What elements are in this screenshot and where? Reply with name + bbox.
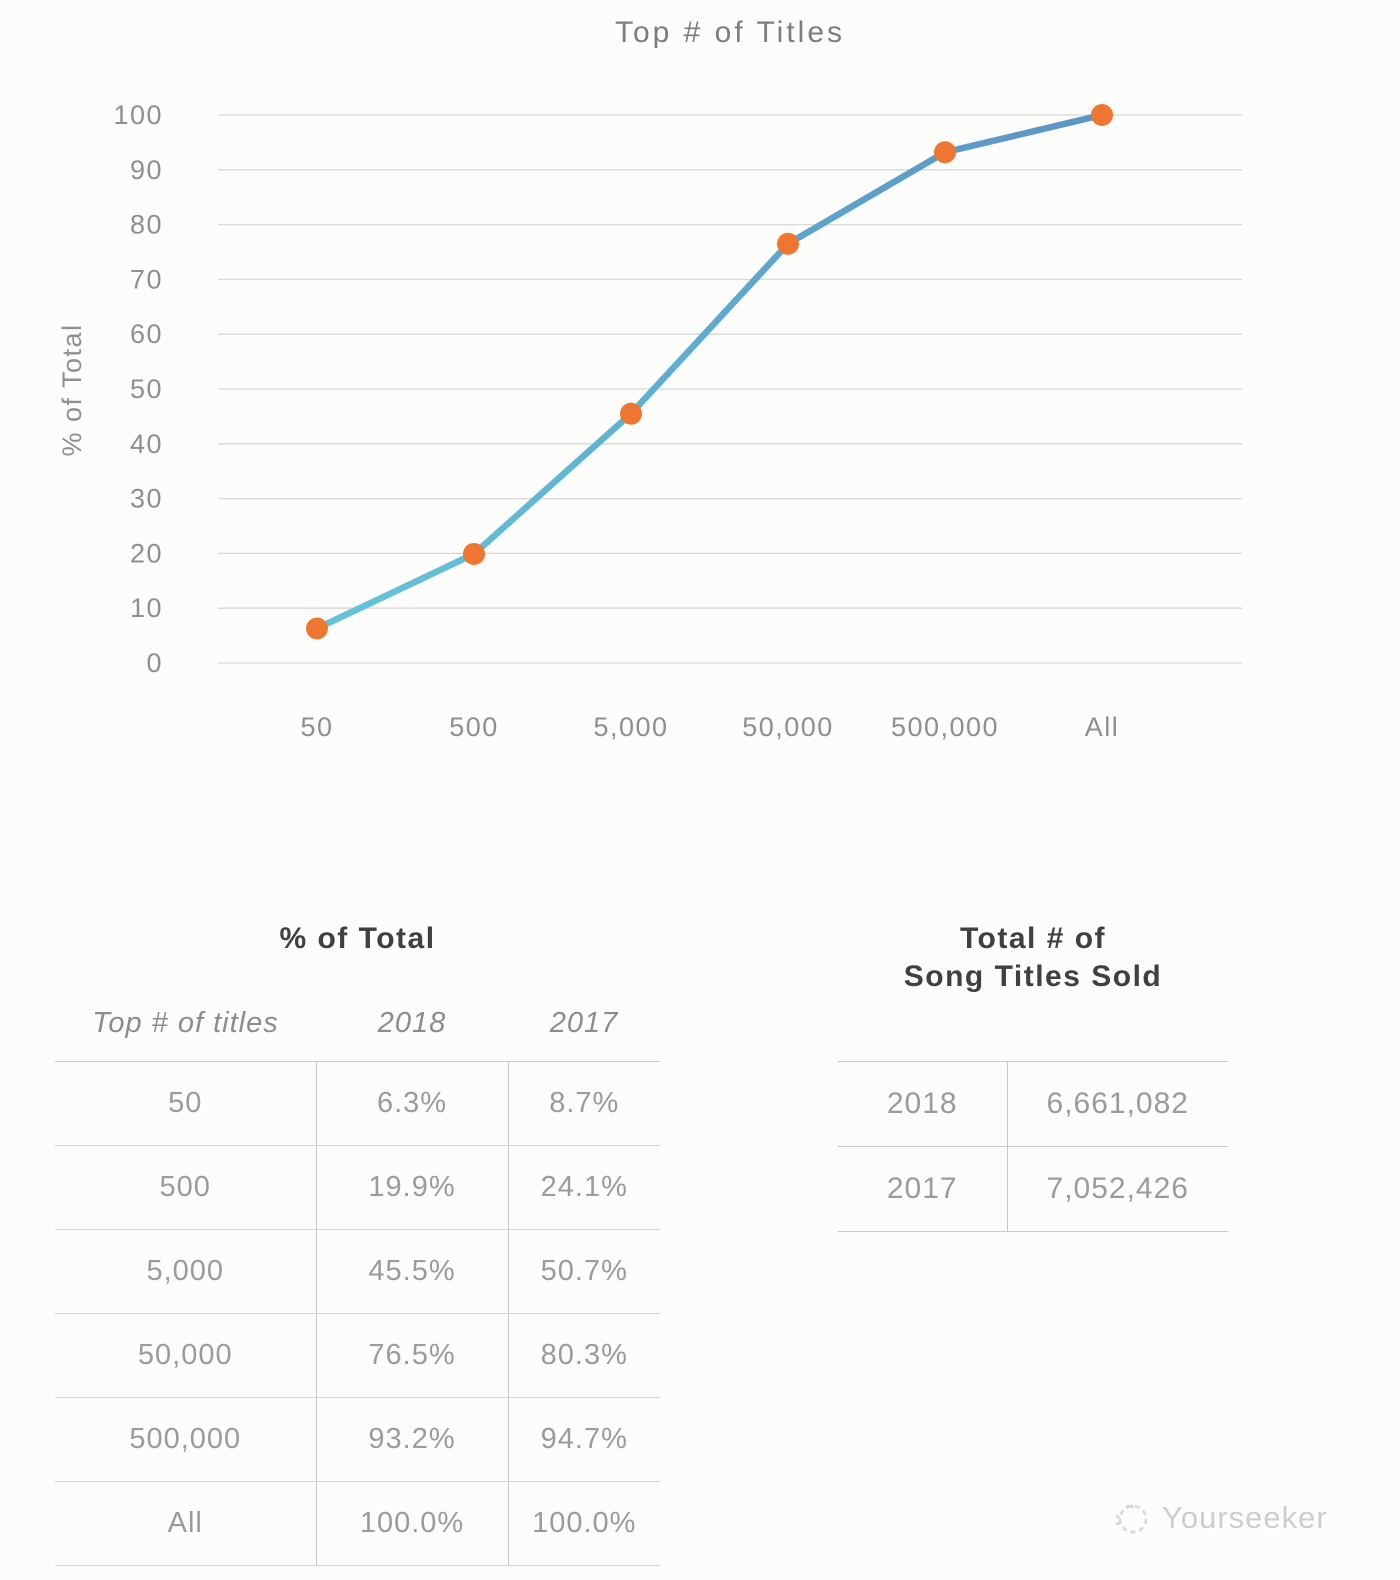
table-cell: All [55,1481,316,1566]
pct-table-header-row: Top # of titles 2018 2017 [55,985,660,1062]
table-cell: 24.1% [507,1145,660,1230]
pct-table-title: % of Total [279,922,436,955]
table-row: 500,000 93.2% 94.7% [55,1397,660,1482]
table-cell: 5,000 [55,1229,316,1314]
data-point [306,617,328,640]
table-row: 5,000 45.5% 50.7% [55,1229,660,1314]
y-tick-label: 40 [130,429,163,459]
data-point [620,402,642,425]
watermark-text: Yourseeker [1162,1500,1328,1535]
y-tick-label: 100 [113,100,163,130]
table-cell: 45.5% [315,1229,508,1314]
series-line-2018 [313,111,1106,632]
y-tick-label: 50 [130,374,163,404]
table-row: 2018 6,661,082 [838,1061,1228,1147]
table-cell: 19.9% [315,1145,508,1230]
y-tick-label: 90 [130,155,163,185]
x-tick-label: 5,000 [593,712,668,742]
y-tick-label: 10 [130,593,163,623]
table-cell: 7,052,426 [1006,1146,1228,1232]
table-cell: 50.7% [507,1229,660,1314]
table-cell: 94.7% [507,1397,660,1482]
totals-title-line1: Total # of [959,922,1107,955]
table-row: 50 6.3% 8.7% [55,1061,660,1146]
table-cell: 100.0% [507,1481,660,1566]
table-cell: 2018 [838,1061,1007,1147]
y-tick-label: 80 [130,210,163,240]
table-cell: 2017 [838,1146,1007,1232]
table-cell: 8.7% [507,1061,660,1146]
table-cell: 80.3% [507,1313,660,1398]
y-tick-label: 20 [130,538,163,568]
totals-table-title: Total # of Song Titles Sold [838,920,1228,996]
pct-column-header: 2018 [316,985,508,1062]
table-cell: 50,000 [55,1313,316,1398]
table-row: 500 19.9% 24.1% [55,1145,660,1230]
table-cell: 6,661,082 [1006,1061,1228,1147]
data-point [777,232,799,255]
x-tick-label: 500 [449,712,499,742]
data-point [1091,104,1113,126]
y-tick-label: 70 [130,264,163,294]
pct-column-header: Top # of titles [55,985,316,1062]
y-tick-label: 30 [130,484,163,514]
table-row: 2017 7,052,426 [838,1146,1228,1232]
totals-title-line2: Song Titles Sold [903,960,1163,993]
x-tick-label: 500,000 [891,712,999,742]
table-row: 50,000 76.5% 80.3% [55,1313,660,1398]
data-point [463,542,485,565]
x-tick-label: All [1085,712,1120,742]
x-tick-label: 50,000 [742,712,834,742]
pct-of-total-table: Top # of titles 2018 2017 50 6.3% 8.7% 500 19.… [55,985,660,1566]
x-tick-label: 50 [300,712,333,742]
chart-title: Top # of Titles [614,16,846,49]
table-cell: 76.5% [315,1313,508,1398]
table-cell: 100.0% [315,1481,508,1566]
totals-table: 2018 6,661,082 2017 7,052,426 [838,1061,1228,1232]
watermark: Yourseeker [1112,1498,1328,1538]
table-cell: 50 [55,1061,316,1146]
table-cell: 500 [55,1145,316,1230]
line-chart: 0 10 20 30 40 50 60 70 80 90 100 50 500 5,000 50,000 50… [113,100,1242,742]
table-cell: 6.3% [315,1061,508,1146]
y-tick-label: 0 [146,648,163,678]
table-row: All 100.0% 100.0% [55,1481,660,1566]
data-point [934,141,956,164]
pct-column-header: 2017 [508,985,660,1062]
table-cell: 93.2% [315,1397,508,1482]
y-tick-label: 60 [130,319,163,349]
table-cell: 500,000 [55,1397,316,1482]
yourseeker-logo-icon [1115,1502,1148,1534]
